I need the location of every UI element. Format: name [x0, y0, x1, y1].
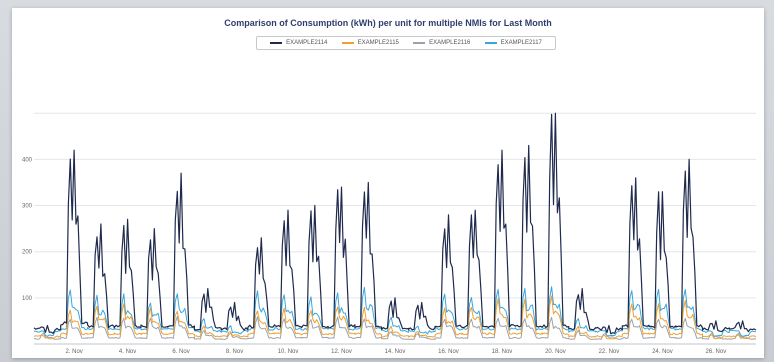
y-tick-label: 100: [22, 296, 33, 302]
x-tick-label: 20. Nov: [545, 349, 566, 355]
legend-label-0: EXAMPLE2114: [286, 40, 328, 46]
series-line-example2115: [33, 295, 757, 340]
x-tick-label: 16. Nov: [438, 349, 459, 355]
legend-item-1[interactable]: EXAMPLE2115: [341, 40, 399, 46]
legend-label-1: EXAMPLE2115: [357, 40, 399, 46]
x-tick-label: 24. Nov: [652, 349, 673, 355]
series-line-example2117: [33, 286, 757, 337]
legend-item-3[interactable]: EXAMPLE2117: [484, 40, 542, 46]
series-line-example2114: [33, 112, 757, 335]
legend-label-3: EXAMPLE2117: [500, 40, 542, 46]
chart-legend: EXAMPLE2114 EXAMPLE2115 EXAMPLE2116 EXAM…: [256, 36, 556, 50]
legend-swatch-1: [341, 42, 354, 44]
x-tick-label: 4. Nov: [119, 349, 136, 355]
legend-label-2: EXAMPLE2116: [429, 40, 471, 46]
y-tick-label: 200: [22, 250, 33, 256]
x-tick-label: 26. Nov: [706, 349, 727, 355]
legend-swatch-3: [484, 42, 497, 44]
y-tick-label: 400: [22, 157, 33, 163]
chart-plot-area: 100 200 300 400 2. Nov 4. Nov 6. Nov 8. Nov 10. …: [22, 112, 757, 355]
x-tick-label: 2. Nov: [65, 349, 82, 355]
chart-card: Comparison of Consumption (kWh) per unit…: [12, 8, 764, 358]
series-line-example2116: [33, 315, 757, 340]
x-tick-label: 14. Nov: [385, 349, 406, 355]
x-tick-label: 18. Nov: [492, 349, 513, 355]
x-tick-label: 12. Nov: [331, 349, 352, 355]
legend-item-0[interactable]: EXAMPLE2114: [270, 40, 327, 46]
y-tick-label: 300: [22, 204, 33, 210]
chart-title: Comparison of Consumption (kWh) per unit…: [224, 18, 552, 28]
x-tick-label: 22. Nov: [599, 349, 620, 355]
x-tick-label: 8. Nov: [226, 349, 243, 355]
legend-swatch-2: [413, 42, 426, 44]
legend-swatch-0: [270, 42, 283, 44]
legend-item-2[interactable]: EXAMPLE2116: [413, 40, 470, 46]
x-tick-label: 10. Nov: [278, 349, 299, 355]
x-tick-label: 6. Nov: [172, 349, 189, 355]
